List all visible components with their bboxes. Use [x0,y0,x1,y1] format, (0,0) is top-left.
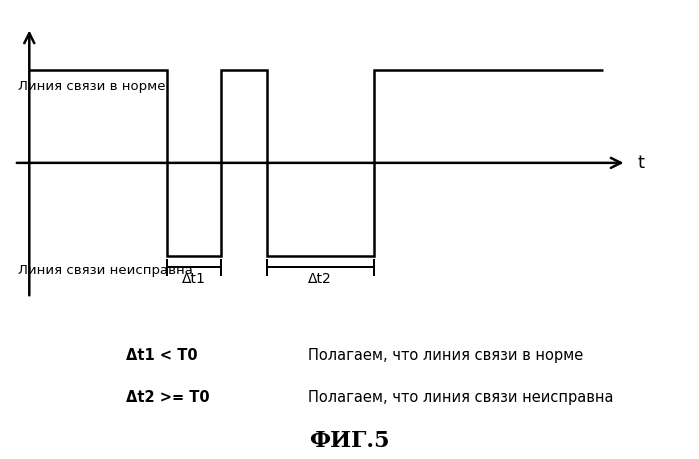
Text: Линия связи неисправна: Линия связи неисправна [17,263,193,277]
Text: Δt2 >= T0: Δt2 >= T0 [126,390,210,404]
Text: Δt1: Δt1 [182,272,206,286]
Text: Линия связи в норме: Линия связи в норме [17,80,165,93]
Text: Полагаем, что линия связи неисправна: Полагаем, что линия связи неисправна [308,390,613,404]
Text: Полагаем, что линия связи в норме: Полагаем, что линия связи в норме [308,348,583,363]
Text: t: t [638,154,645,172]
Text: Δt1 < T0: Δt1 < T0 [126,348,197,363]
Text: Δt2: Δt2 [308,272,332,286]
Text: ФИГ.5: ФИГ.5 [309,430,390,452]
